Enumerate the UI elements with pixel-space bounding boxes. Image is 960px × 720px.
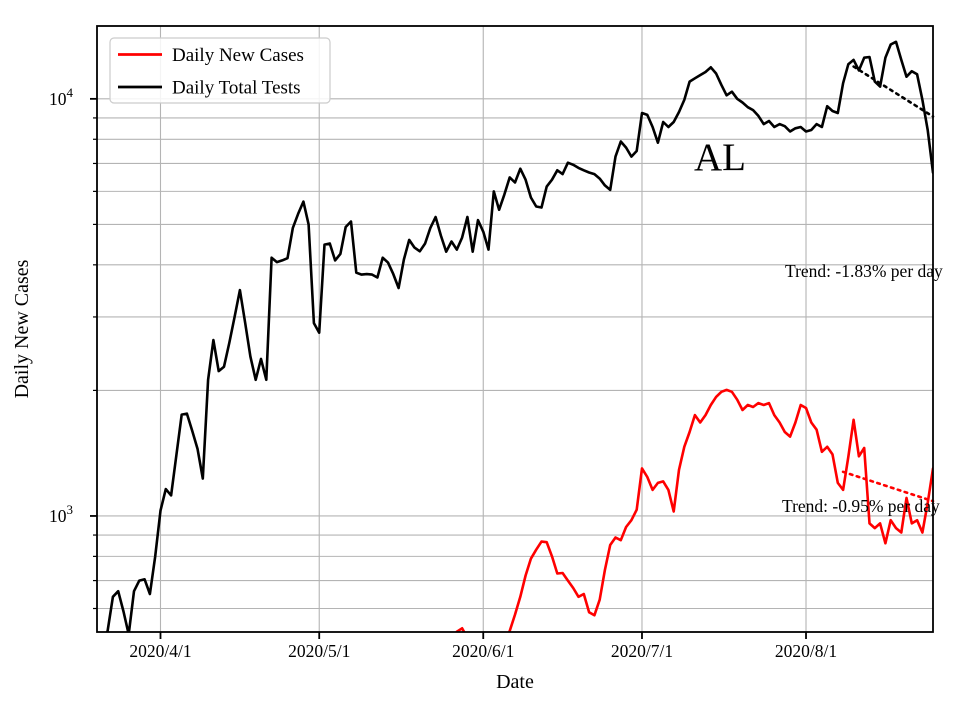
series-lines (105, 40, 933, 632)
legend: Daily New Cases Daily Total Tests (109, 37, 331, 104)
legend-box (109, 37, 331, 104)
trend-cases-annotation: Trend: -0.95% per day (782, 496, 940, 516)
x-tick-label: 2020/6/1 (452, 641, 514, 661)
x-tick-label: 2020/4/1 (129, 641, 191, 661)
series-daily-total-tests (105, 40, 933, 632)
x-tick-label: 2020/7/1 (611, 641, 673, 661)
y-tick-label-1e3: 103 (49, 502, 73, 526)
trend-tests-annotation: Trend: -1.83% per day (785, 261, 943, 281)
x-axis-title: Date (496, 671, 534, 693)
series-daily-new-cases (455, 388, 933, 632)
trend-line-daily-total-tests (852, 65, 935, 118)
trend-lines (841, 65, 935, 503)
trend-line-daily-new-cases (841, 470, 935, 503)
y-axis-title: Daily New Cases (11, 259, 33, 398)
legend-label-cases: Daily New Cases (172, 45, 304, 66)
plot-border (96, 25, 934, 633)
x-tick-label: 2020/5/1 (288, 641, 350, 661)
axis-ticks (90, 97, 807, 639)
legend-label-tests: Daily Total Tests (172, 78, 301, 99)
x-tick-label: 2020/8/1 (775, 641, 837, 661)
y-tick-label-1e4: 104 (49, 85, 74, 109)
x-tick-labels: 2020/4/1 2020/5/1 2020/6/1 2020/7/1 2020/8/1 (129, 641, 837, 661)
state-annotation: AL (694, 136, 746, 179)
gridlines (97, 26, 933, 632)
